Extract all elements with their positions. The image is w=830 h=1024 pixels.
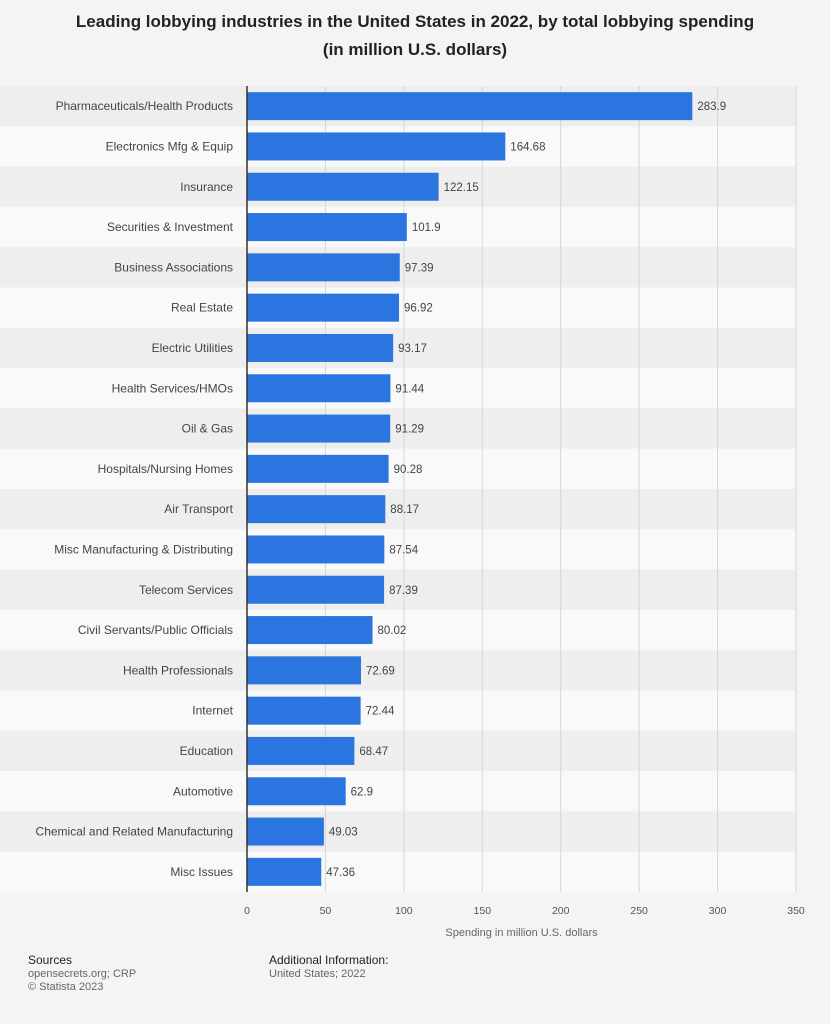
bar xyxy=(247,777,346,806)
x-tick-label: 0 xyxy=(244,905,250,917)
row-band xyxy=(0,489,796,530)
row-band xyxy=(0,650,796,691)
x-axis-title: Spending in million U.S. dollars xyxy=(445,927,598,939)
row-band xyxy=(0,771,796,812)
bar xyxy=(247,656,362,685)
row-band xyxy=(0,609,796,651)
value-label: 88.17 xyxy=(390,504,419,516)
bar xyxy=(247,92,693,121)
value-label: 96.92 xyxy=(404,303,433,315)
category-label: Health Professionals xyxy=(123,663,233,677)
value-label: 72.44 xyxy=(366,706,395,718)
value-label: 91.44 xyxy=(395,383,424,395)
bar xyxy=(247,454,389,483)
sources-heading: Sources xyxy=(28,953,73,967)
category-label: Education xyxy=(180,744,233,758)
row-band xyxy=(0,368,796,409)
value-label: 47.36 xyxy=(326,867,355,879)
row-band xyxy=(0,408,796,449)
value-label: 62.9 xyxy=(351,786,373,798)
bar xyxy=(247,495,386,524)
bar xyxy=(247,132,506,161)
value-label: 68.47 xyxy=(359,746,388,758)
value-label: 87.39 xyxy=(389,585,418,597)
category-label: Insurance xyxy=(180,180,233,194)
bar xyxy=(247,736,355,765)
bar xyxy=(247,213,407,242)
category-label: Securities & Investment xyxy=(107,220,234,234)
bar xyxy=(247,535,385,564)
category-label: Electronics Mfg & Equip xyxy=(106,139,234,153)
value-label: 49.03 xyxy=(329,827,358,839)
x-tick-label: 200 xyxy=(552,905,570,917)
additional-info-text: United States; 2022 xyxy=(269,968,366,980)
bar xyxy=(247,333,394,362)
category-label: Internet xyxy=(192,704,233,718)
value-label: 283.9 xyxy=(697,101,726,113)
additional-info-block: Additional Information: United States; 2… xyxy=(269,954,388,981)
value-label: 122.15 xyxy=(444,182,479,194)
bar xyxy=(247,293,400,322)
row-band xyxy=(0,690,796,731)
x-tick-label: 150 xyxy=(474,905,492,917)
sources-text[interactable]: opensecrets.org; CRP xyxy=(28,968,137,980)
category-label: Telecom Services xyxy=(139,583,233,597)
category-label: Business Associations xyxy=(114,260,233,274)
value-label: 93.17 xyxy=(398,343,427,355)
row-band xyxy=(0,448,796,489)
bar xyxy=(247,817,324,846)
bar xyxy=(247,374,391,403)
category-label: Health Services/HMOs xyxy=(112,381,233,395)
category-label: Air Transport xyxy=(164,502,233,516)
x-tick-label: 250 xyxy=(630,905,648,917)
x-tick-label: 100 xyxy=(395,905,413,917)
category-label: Oil & Gas xyxy=(182,422,233,436)
category-label: Chemical and Related Manufacturing xyxy=(36,825,233,839)
row-band xyxy=(0,529,796,570)
category-label: Real Estate xyxy=(171,301,233,315)
row-band xyxy=(0,730,796,772)
value-label: 72.69 xyxy=(366,665,395,677)
chart-title: Leading lobbying industries in the Unite… xyxy=(20,8,810,64)
row-band xyxy=(0,811,796,852)
value-label: 164.68 xyxy=(510,141,545,153)
category-label: Misc Manufacturing & Distributing xyxy=(54,542,233,556)
bar xyxy=(247,172,439,201)
value-label: 101.9 xyxy=(412,222,441,234)
bar xyxy=(247,253,400,282)
value-label: 87.54 xyxy=(389,544,418,556)
sources-block: Sources opensecrets.org; CRP © Statista … xyxy=(28,954,136,994)
category-label: Pharmaceuticals/Health Products xyxy=(56,99,233,113)
x-tick-label: 350 xyxy=(787,905,805,917)
bar xyxy=(247,616,373,645)
additional-info-heading: Additional Information: xyxy=(269,953,389,967)
value-label: 91.29 xyxy=(395,424,424,436)
row-band xyxy=(0,569,796,610)
bar xyxy=(247,696,361,725)
bar xyxy=(247,857,322,886)
x-tick-label: 300 xyxy=(709,905,727,917)
x-tick-label: 50 xyxy=(320,905,332,917)
value-label: 97.39 xyxy=(405,262,434,274)
category-label: Misc Issues xyxy=(170,865,233,879)
bar xyxy=(247,575,385,604)
category-label: Automotive xyxy=(173,784,233,798)
chart-title-line-2: (in million U.S. dollars) xyxy=(322,40,508,59)
value-label: 90.28 xyxy=(394,464,423,476)
category-label: Electric Utilities xyxy=(152,341,233,355)
value-label: 80.02 xyxy=(378,625,407,637)
bar xyxy=(247,414,391,443)
chart-title-line-1: Leading lobbying industries in the Unite… xyxy=(75,12,755,31)
category-label: Hospitals/Nursing Homes xyxy=(98,462,233,476)
row-band xyxy=(0,851,796,892)
category-label: Civil Servants/Public Officials xyxy=(78,623,233,637)
row-band xyxy=(0,327,796,369)
copyright-text: © Statista 2023 xyxy=(28,981,104,993)
